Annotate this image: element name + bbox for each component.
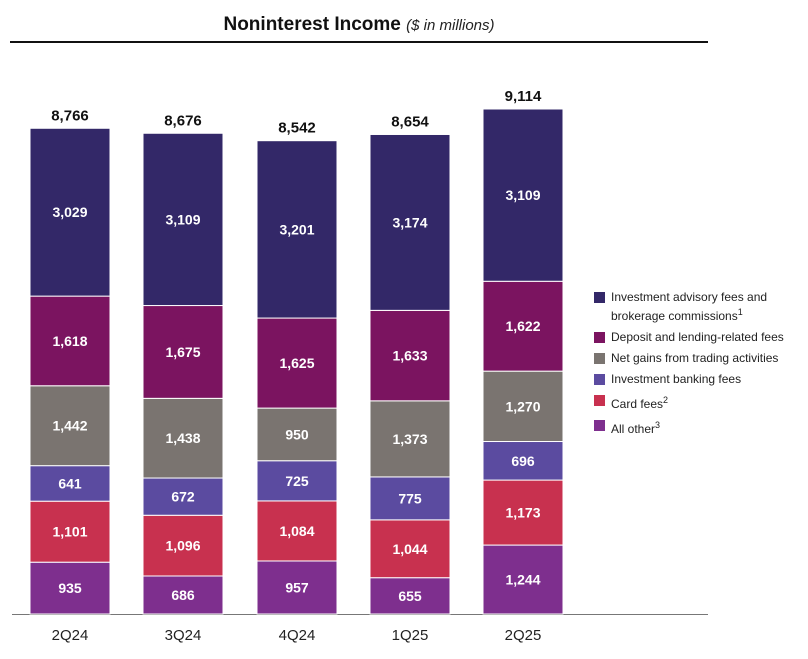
legend-item: All other3 <box>594 418 808 437</box>
bar-segment <box>142 305 224 399</box>
legend-footnote-marker: 1 <box>737 307 743 317</box>
bar-segment <box>256 500 338 562</box>
segment-value-label: 1,625 <box>279 355 314 371</box>
segment-value-label: 1,618 <box>52 333 87 349</box>
segment-value-label: 3,109 <box>505 187 540 203</box>
legend-item: Card fees2 <box>594 393 808 412</box>
x-tick-label: 2Q25 <box>505 627 542 644</box>
title-underline <box>10 41 708 43</box>
bar-segment <box>256 140 338 319</box>
x-tick-label: 3Q24 <box>165 627 202 644</box>
legend-swatch <box>594 292 605 303</box>
segment-value-label: 1,101 <box>52 524 87 540</box>
bar-segment <box>29 561 111 615</box>
bar-segment <box>482 108 564 282</box>
bar-segment <box>369 577 451 615</box>
segment-value-label: 1,675 <box>165 344 200 360</box>
legend-swatch <box>594 395 605 406</box>
bar-segment <box>256 560 338 615</box>
bar-segment <box>482 479 564 546</box>
segment-value-label: 1,084 <box>279 523 314 539</box>
segment-value-label: 1,373 <box>392 431 427 447</box>
segment-value-label: 1,270 <box>505 398 540 414</box>
bar-segment <box>142 397 224 479</box>
bar-total-label: 8,542 <box>278 120 316 137</box>
segment-value-label: 1,438 <box>165 430 200 446</box>
legend-label: Net gains from trading activities <box>611 351 779 365</box>
chart-legend: Investment advisory fees and brokerage c… <box>594 290 808 443</box>
legend-swatch <box>594 332 605 343</box>
segment-value-label: 672 <box>171 489 195 505</box>
segment-value-label: 935 <box>58 580 82 596</box>
segment-value-label: 1,622 <box>505 318 540 334</box>
legend-label: Card fees2 <box>611 395 669 411</box>
segment-value-label: 696 <box>511 453 535 469</box>
chart-title: Noninterest Income ($ in millions) <box>10 14 708 36</box>
segment-value-label: 686 <box>171 587 195 603</box>
segment-value-label: 1,173 <box>505 505 540 521</box>
segment-value-label: 950 <box>285 426 309 442</box>
bar-segment <box>142 575 224 615</box>
chart-title-main: Noninterest Income <box>223 14 401 35</box>
legend-swatch <box>594 420 605 431</box>
segment-value-label: 775 <box>398 490 422 506</box>
legend-item: Net gains from trading activities <box>594 351 808 366</box>
legend-item: Investment banking fees <box>594 372 808 387</box>
legend-footnote-marker: 3 <box>655 420 661 430</box>
bar-segment <box>256 460 338 502</box>
legend-label: All other3 <box>611 420 661 436</box>
bar-segment <box>142 514 224 577</box>
bar-segment <box>142 477 224 516</box>
segment-value-label: 3,029 <box>52 204 87 220</box>
bar-total-label: 8,766 <box>51 107 89 124</box>
chart-title-units: ($ in millions) <box>406 17 495 34</box>
x-tick-label: 4Q24 <box>279 627 316 644</box>
legend-label: Investment banking fees <box>611 372 742 386</box>
bar-total-label: 8,654 <box>391 113 429 130</box>
segment-value-label: 1,633 <box>392 348 427 364</box>
bar-total-label: 8,676 <box>164 112 202 129</box>
legend-label: Investment advisory fees and brokerage c… <box>611 290 768 323</box>
bar-segment <box>369 133 451 311</box>
segment-value-label: 1,096 <box>165 538 200 554</box>
bar-segment <box>369 400 451 478</box>
bar-segment <box>29 127 111 297</box>
bar-segment <box>142 132 224 307</box>
segment-value-label: 957 <box>285 579 309 595</box>
segment-value-label: 1,442 <box>52 418 87 434</box>
x-tick-label: 1Q25 <box>392 627 429 644</box>
bar-segment <box>482 544 564 615</box>
segment-value-label: 655 <box>398 588 422 604</box>
segment-value-label: 3,201 <box>279 221 314 237</box>
legend-swatch <box>594 353 605 364</box>
bar-total-label: 9,114 <box>505 88 542 105</box>
legend-label: Deposit and lending-related fees <box>611 330 784 344</box>
segment-value-label: 1,244 <box>505 572 540 588</box>
segment-value-label: 3,174 <box>392 214 427 230</box>
bar-segment <box>256 317 338 409</box>
segment-value-label: 3,109 <box>165 211 200 227</box>
legend-swatch <box>594 374 605 385</box>
bar-segment <box>369 309 451 402</box>
bar-segment <box>29 500 111 563</box>
bar-segment <box>29 465 111 502</box>
x-tick-label: 2Q24 <box>52 627 89 644</box>
legend-item: Investment advisory fees and brokerage c… <box>594 290 808 324</box>
bar-segment <box>29 385 111 467</box>
segment-value-label: 1,044 <box>392 541 427 557</box>
bar-segment <box>482 370 564 443</box>
bar-segment <box>256 407 338 462</box>
segment-value-label: 725 <box>285 473 309 489</box>
bar-segment <box>29 295 111 387</box>
legend-footnote-marker: 2 <box>663 395 669 405</box>
legend-item: Deposit and lending-related fees <box>594 330 808 345</box>
segment-value-label: 641 <box>58 475 82 491</box>
